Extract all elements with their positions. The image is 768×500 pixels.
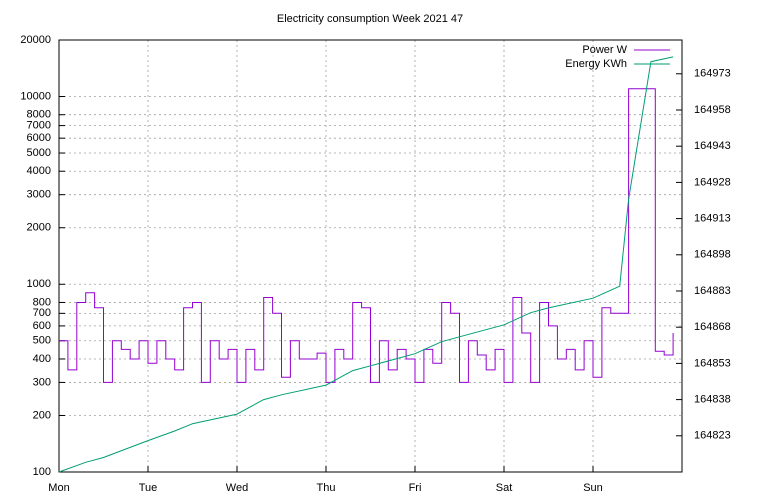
- y-tick-label: 300: [33, 376, 51, 388]
- y-tick-label: 200: [33, 409, 51, 421]
- legend-label: Power W: [582, 44, 627, 56]
- y2-tick-label: 164943: [694, 140, 731, 152]
- x-tick-label: Thu: [317, 482, 336, 494]
- y2-tick-label: 164883: [694, 285, 731, 297]
- y-tick-label: 500: [33, 335, 51, 347]
- y2-tick-label: 164898: [694, 249, 731, 261]
- y2-tick-label: 164928: [694, 176, 731, 188]
- y-tick-label: 2000: [27, 222, 51, 234]
- x-tick-label: Mon: [48, 482, 69, 494]
- y2-tick-label: 164913: [694, 212, 731, 224]
- x-tick-label: Fri: [409, 482, 422, 494]
- y-tick-label: 6000: [27, 132, 51, 144]
- y-tick-label: 4000: [27, 165, 51, 177]
- y-tick-label: 8000: [27, 109, 51, 121]
- y-tick-label: 20000: [20, 34, 51, 46]
- y-tick-label: 600: [33, 320, 51, 332]
- y2-tick-label: 164853: [694, 357, 731, 369]
- y2-tick-label: 164838: [694, 394, 731, 406]
- series-line: [59, 88, 674, 383]
- y-tick-label: 3000: [27, 189, 51, 201]
- y-tick-label: 7000: [27, 120, 51, 132]
- x-tick-label: Sun: [583, 482, 603, 494]
- plot-frame: [58, 39, 683, 473]
- y-tick-label: 100: [33, 466, 51, 478]
- y-tick-label: 800: [33, 296, 51, 308]
- chart-title: Electricity consumption Week 2021 47: [277, 13, 463, 25]
- x-tick-label: Wed: [226, 482, 248, 494]
- y-tick-label: 400: [33, 353, 51, 365]
- y-tick-label: 10000: [20, 90, 51, 102]
- legend-label: Energy KWh: [565, 58, 627, 70]
- y-tick-label: 1000: [27, 278, 51, 290]
- x-tick-label: Tue: [139, 482, 158, 494]
- y2-tick-label: 164958: [694, 104, 731, 116]
- series-line: [58, 56, 674, 473]
- x-tick-label: Sat: [496, 482, 513, 494]
- y-tick-label: 700: [33, 307, 51, 319]
- y2-tick-label: 164973: [694, 68, 731, 80]
- y-tick-label: 5000: [27, 147, 51, 159]
- y2-tick-label: 164823: [694, 430, 731, 442]
- y2-tick-label: 164868: [694, 321, 731, 333]
